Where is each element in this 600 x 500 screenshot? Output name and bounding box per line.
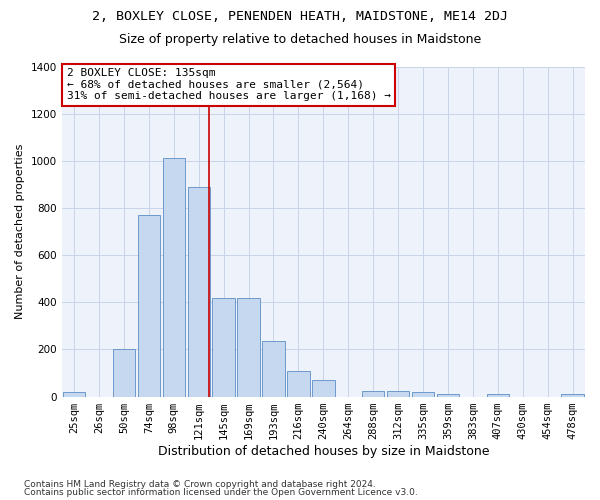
Bar [362, 392, 385, 396]
Text: Contains public sector information licensed under the Open Government Licence v3: Contains public sector information licen… [24, 488, 418, 497]
Bar [487, 394, 509, 396]
Bar [312, 380, 335, 396]
Bar [63, 392, 85, 396]
Y-axis label: Number of detached properties: Number of detached properties [15, 144, 25, 319]
Bar [163, 158, 185, 396]
Text: Contains HM Land Registry data © Crown copyright and database right 2024.: Contains HM Land Registry data © Crown c… [24, 480, 376, 489]
Bar [262, 341, 285, 396]
Bar [437, 394, 459, 396]
Bar [287, 370, 310, 396]
Bar [137, 215, 160, 396]
Text: 2, BOXLEY CLOSE, PENENDEN HEATH, MAIDSTONE, ME14 2DJ: 2, BOXLEY CLOSE, PENENDEN HEATH, MAIDSTO… [92, 10, 508, 23]
X-axis label: Distribution of detached houses by size in Maidstone: Distribution of detached houses by size … [158, 444, 489, 458]
Bar [412, 392, 434, 396]
Bar [212, 298, 235, 396]
Bar [387, 390, 409, 396]
Bar [188, 186, 210, 396]
Text: 2 BOXLEY CLOSE: 135sqm
← 68% of detached houses are smaller (2,564)
31% of semi-: 2 BOXLEY CLOSE: 135sqm ← 68% of detached… [67, 68, 391, 102]
Bar [113, 350, 135, 397]
Bar [562, 394, 584, 396]
Bar [238, 298, 260, 396]
Text: Size of property relative to detached houses in Maidstone: Size of property relative to detached ho… [119, 32, 481, 46]
